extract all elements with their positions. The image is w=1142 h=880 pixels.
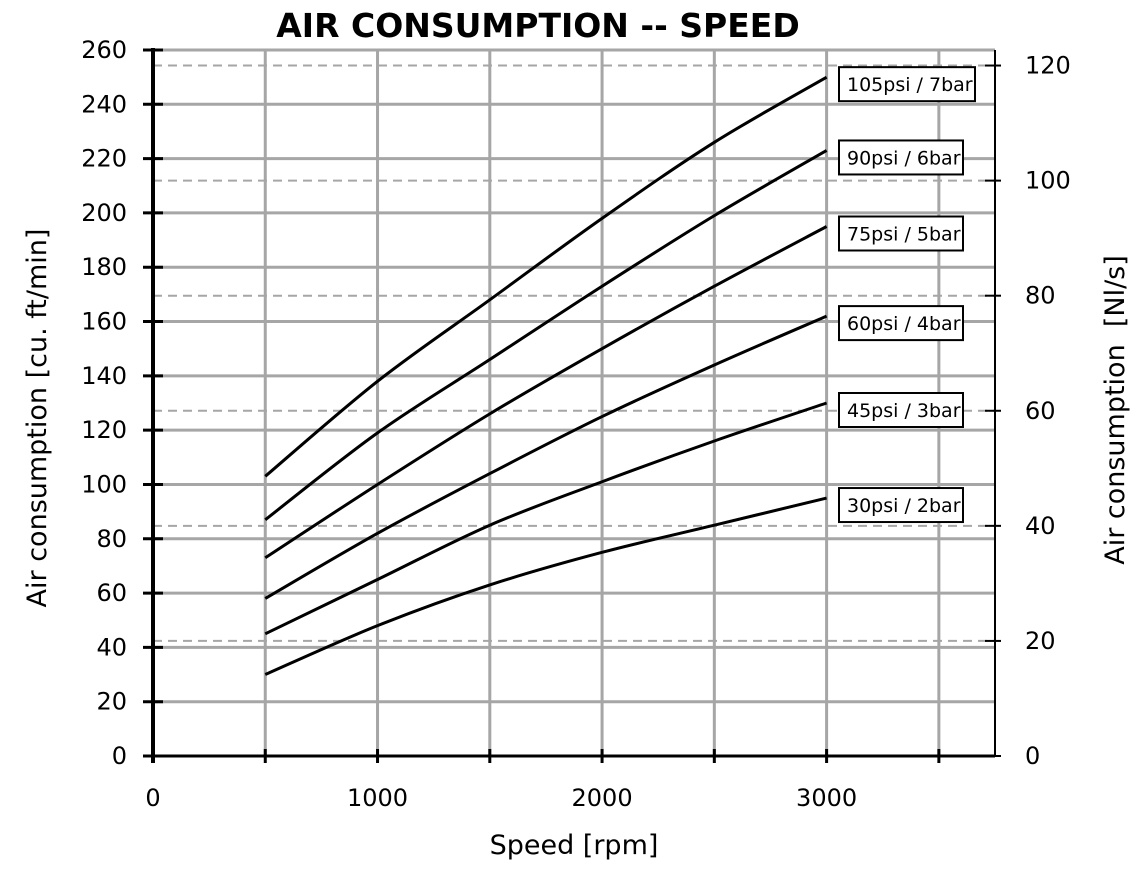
series-label-text: 60psi / 4bar (847, 313, 961, 335)
series-label: 90psi / 6bar (838, 139, 964, 176)
series-line (264, 401, 828, 636)
series-label-box (838, 392, 964, 428)
y2-tick-label: 40 (1025, 512, 1056, 540)
y-tick-label: 20 (96, 688, 127, 716)
grid (153, 48, 995, 756)
series-label: 45psi / 3bar (838, 392, 964, 428)
y2-tick-label: 100 (1025, 167, 1071, 195)
series-label-text: 45psi / 3bar (847, 400, 961, 422)
y2-tick-label: 0 (1025, 742, 1040, 770)
x-tick-label: 0 (145, 784, 160, 812)
y-tick-label: 0 (112, 742, 127, 770)
series-label-box (838, 215, 964, 252)
y-axis-label: Air consumption [cu. ft/min] (22, 229, 53, 608)
y-tick-label: 260 (81, 36, 127, 64)
y-tick-label: 180 (81, 253, 127, 281)
y2-tick-label: 120 (1025, 52, 1071, 80)
chart-title: AIR CONSUMPTION -- SPEED (276, 6, 799, 45)
series-label-box (838, 66, 976, 103)
series-line (264, 496, 827, 676)
series-label-text: 105psi / 7bar (847, 74, 973, 96)
y2-tick-label: 20 (1025, 627, 1056, 655)
series-label-box (838, 139, 964, 176)
y2-tick-label: 60 (1025, 397, 1056, 425)
series-line (264, 225, 828, 560)
series-labels: 105psi / 7bar 90psi / 6bar 75psi / 5bar 60p… (838, 66, 976, 524)
y-tick-label: 140 (81, 362, 127, 390)
series-label-text: 90psi / 6bar (847, 147, 961, 169)
x-axis-label: Speed [rpm] (490, 830, 659, 861)
series-label: 75psi / 5bar (838, 215, 964, 252)
series-label-box (838, 305, 964, 342)
series-line (264, 314, 828, 600)
y2-axis-label: Air consumption [Nl/s] (1100, 255, 1131, 565)
series-label-text: 75psi / 5bar (847, 224, 961, 246)
y-tick-label: 60 (96, 579, 127, 607)
y-tick-label: 160 (81, 308, 127, 336)
y-tick-label: 220 (81, 145, 127, 173)
y2-tick-label: 80 (1025, 282, 1056, 310)
axes: 0 20 40 60 80 100 120 140 160 180 200 220 240 260 0 20 4… (81, 36, 1071, 812)
y-tick-label: 120 (81, 416, 127, 444)
x-tick-label: 1000 (347, 784, 408, 812)
y-tick-label: 80 (96, 525, 127, 553)
y-tick-label: 100 (81, 470, 127, 498)
y-tick-label: 240 (81, 90, 127, 118)
series-lines (264, 75, 828, 676)
series-label: 60psi / 4bar (838, 305, 964, 342)
series-line (264, 75, 828, 478)
series-label-box (838, 487, 964, 524)
series-label-text: 30psi / 2bar (847, 495, 961, 517)
x-tick-label: 3000 (796, 784, 857, 812)
series-label: 105psi / 7bar (838, 66, 976, 103)
series-line (264, 149, 828, 521)
y-tick-label: 40 (96, 633, 127, 661)
y-tick-label: 200 (81, 199, 127, 227)
x-tick-label: 2000 (572, 784, 633, 812)
series-label: 30psi / 2bar (838, 487, 964, 524)
